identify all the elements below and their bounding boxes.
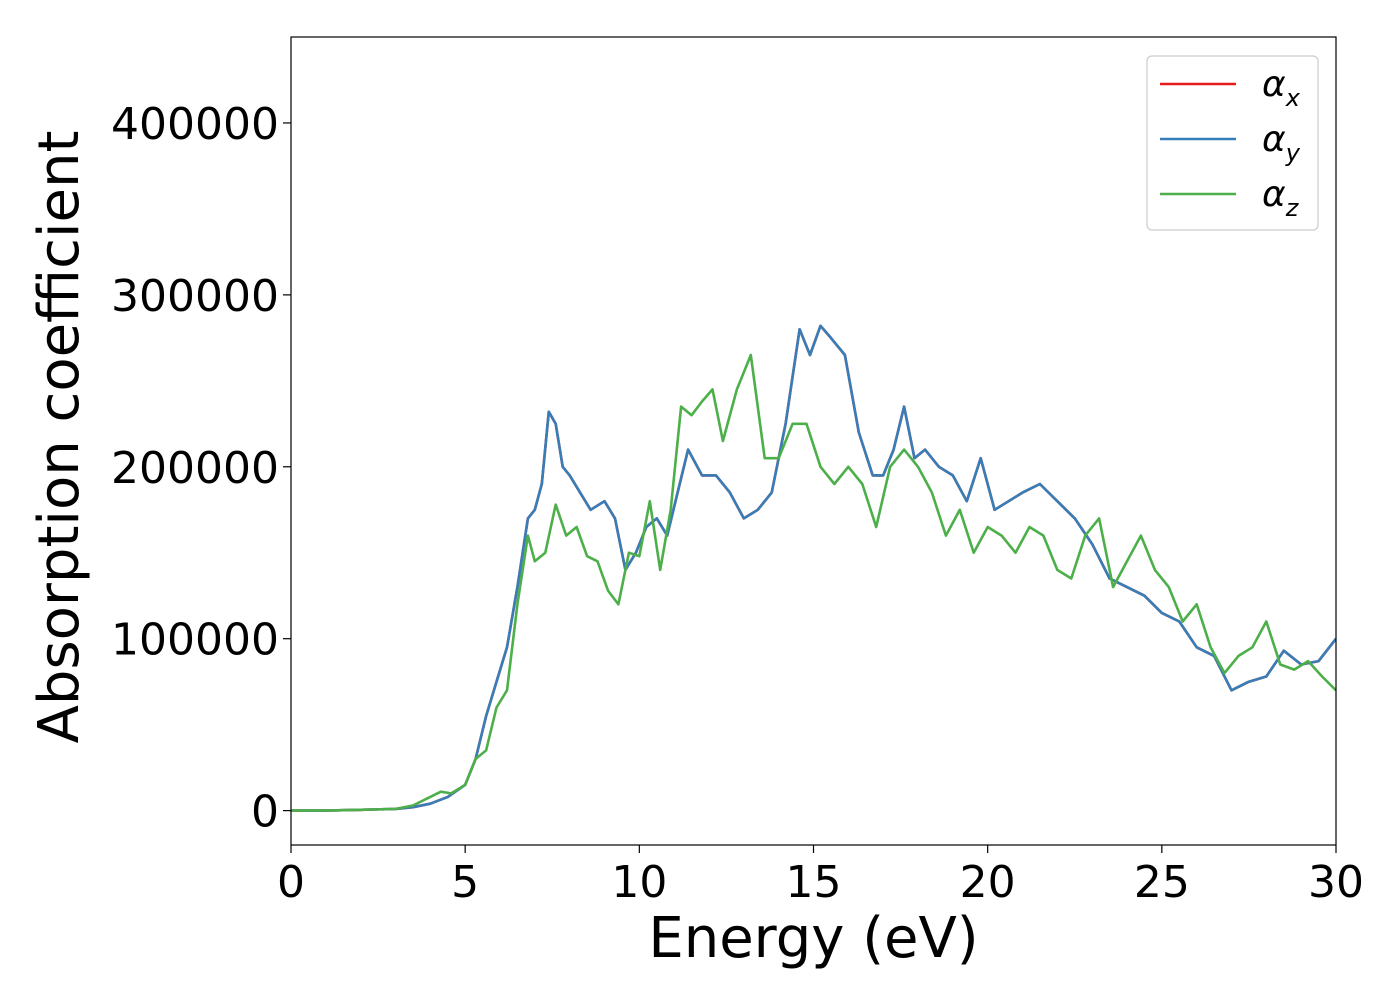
legend-label-x: αx — [1262, 64, 1301, 112]
series-line-y — [291, 324, 1336, 812]
x-tick-label: 30 — [1308, 857, 1364, 908]
legend-label-y: αy — [1262, 119, 1301, 167]
x-axis-label: Energy (eV) — [648, 906, 978, 971]
series-line-z — [291, 353, 1336, 812]
y-tick-label: 400000 — [111, 99, 279, 150]
x-tick-label: 0 — [277, 857, 305, 908]
y-tick-label: 0 — [251, 787, 279, 838]
x-axis-ticks: 0 5 10 15 20 25 30 — [277, 845, 1364, 908]
x-tick-label: 10 — [611, 857, 667, 908]
legend-label-base: α — [1262, 174, 1286, 215]
y-axis-label: Absorption coefficient — [27, 131, 92, 744]
x-tick-label: 15 — [786, 857, 842, 908]
legend-label-z: αz — [1262, 174, 1300, 222]
series-layer — [291, 324, 1336, 812]
legend-label-subscript: x — [1285, 84, 1301, 112]
y-tick-label: 200000 — [111, 443, 279, 494]
x-tick-label: 5 — [451, 857, 479, 908]
legend-box — [1146, 55, 1319, 231]
legend-label-subscript: y — [1285, 139, 1301, 167]
x-tick-label: 20 — [960, 857, 1016, 908]
legend-label-base: α — [1262, 119, 1286, 160]
series-line-x — [291, 324, 1336, 812]
legend-label-subscript: z — [1285, 194, 1300, 222]
y-axis-ticks: 0 100000 200000 300000 400000 — [111, 99, 291, 838]
legend-label-base: α — [1262, 64, 1286, 105]
y-tick-label: 300000 — [111, 271, 279, 322]
x-tick-label: 25 — [1134, 857, 1190, 908]
y-tick-label: 100000 — [111, 615, 279, 666]
